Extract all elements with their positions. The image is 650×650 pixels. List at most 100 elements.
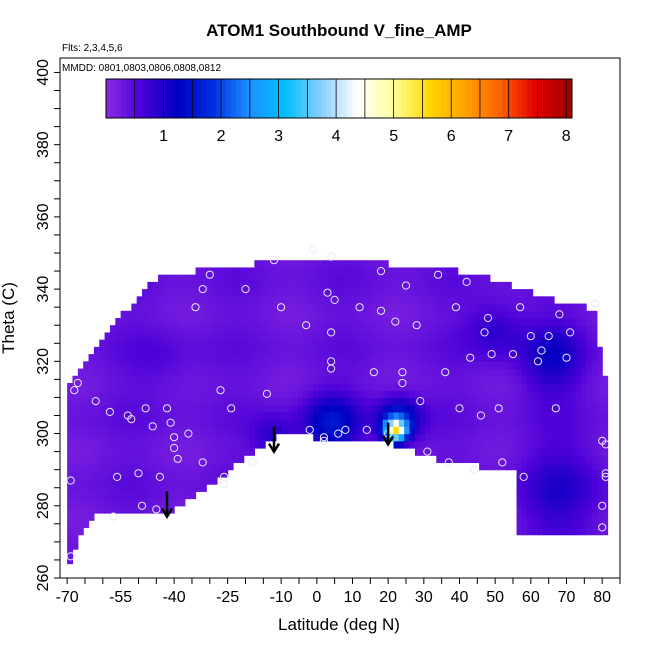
heatmap-cell xyxy=(516,404,523,413)
heatmap-cell xyxy=(447,332,453,341)
heatmap-cell xyxy=(254,404,261,413)
y-tick-label: 300 xyxy=(35,420,52,447)
heatmap-cell xyxy=(297,260,304,269)
heatmap-cell xyxy=(447,325,453,334)
heatmap-cell xyxy=(420,433,427,442)
heatmap-cell xyxy=(125,440,132,449)
heatmap-cell xyxy=(414,267,421,276)
heatmap-cell xyxy=(495,448,502,456)
heatmap-cell xyxy=(249,354,255,362)
heatmap-cell xyxy=(249,419,255,427)
heatmap-cell xyxy=(88,498,95,507)
heatmap-cell xyxy=(83,419,90,427)
heatmap-cell xyxy=(548,505,555,514)
heatmap-cell xyxy=(195,267,202,276)
heatmap-cell xyxy=(436,361,443,370)
heatmap-cell xyxy=(420,426,427,435)
heatmap-cell xyxy=(505,462,512,471)
heatmap-cell xyxy=(307,368,314,377)
heatmap-cell xyxy=(109,440,116,449)
heatmap-cell xyxy=(147,303,154,312)
heatmap-cell xyxy=(99,448,106,456)
y-tick-label: 340 xyxy=(35,276,52,303)
heatmap-cell xyxy=(356,411,362,420)
observation-point xyxy=(555,310,564,319)
heatmap-cell xyxy=(591,426,598,435)
heatmap-cell xyxy=(409,383,416,391)
heatmap-cell xyxy=(564,462,571,471)
heatmap-cell xyxy=(249,281,255,290)
observation-point xyxy=(476,411,485,420)
heatmap-cell xyxy=(329,383,336,391)
heatmap-cell xyxy=(265,260,272,269)
heatmap-cell xyxy=(457,281,464,290)
heatmap-cell xyxy=(489,448,496,456)
heatmap-cell xyxy=(548,433,555,442)
heatmap-cell xyxy=(211,404,218,413)
heatmap-cell xyxy=(414,368,421,377)
heatmap-cell xyxy=(425,375,432,384)
heatmap-cell xyxy=(543,498,550,507)
heatmap-cell xyxy=(398,325,405,334)
heatmap-cell xyxy=(372,260,379,269)
heatmap-cell xyxy=(115,354,122,362)
heatmap-cell xyxy=(521,491,528,500)
heatmap-cell xyxy=(548,325,555,334)
heatmap-cell xyxy=(249,390,255,399)
heatmap-cell xyxy=(147,484,154,492)
heatmap-cell xyxy=(104,484,111,492)
heatmap-cell xyxy=(265,332,272,341)
heatmap-cell xyxy=(131,346,138,355)
heatmap-cell xyxy=(88,433,95,442)
heatmap-cell xyxy=(409,411,416,420)
heatmap-cell xyxy=(67,513,74,521)
heatmap-cell xyxy=(88,484,95,492)
heatmap-cell xyxy=(366,433,373,442)
heatmap-cell xyxy=(564,303,571,312)
heatmap-cell xyxy=(463,411,470,420)
heatmap-cell xyxy=(318,390,325,399)
heatmap-cell xyxy=(554,318,560,326)
heatmap-cell xyxy=(195,448,202,456)
heatmap-cell xyxy=(436,339,443,348)
heatmap-cell xyxy=(537,484,544,492)
heatmap-cell xyxy=(216,274,223,283)
heatmap-cell xyxy=(554,325,560,334)
heatmap-cell xyxy=(158,491,165,500)
colorbar-swatch xyxy=(326,79,332,118)
heatmap-cell xyxy=(420,397,427,406)
heatmap-cell xyxy=(222,310,229,319)
observation-point xyxy=(601,472,610,481)
heatmap-cell xyxy=(249,289,255,297)
heatmap-cell xyxy=(168,462,175,471)
heatmap-cell xyxy=(532,339,539,348)
heatmap-cell xyxy=(184,274,191,283)
heatmap-cell xyxy=(505,303,512,312)
heatmap-cell xyxy=(543,368,550,377)
heatmap-cell xyxy=(511,383,518,391)
heatmap-cell xyxy=(174,469,181,478)
heatmap-cell xyxy=(404,346,411,355)
heatmap-cell xyxy=(495,383,502,391)
heatmap-cell xyxy=(302,339,309,348)
observation-point xyxy=(544,332,553,341)
heatmap-cell xyxy=(559,318,566,326)
heatmap-cell xyxy=(334,260,341,269)
heatmap-cell xyxy=(195,318,202,326)
heatmap-cell xyxy=(532,310,539,319)
heatmap-cell xyxy=(249,325,255,334)
heatmap-cell xyxy=(275,267,282,276)
heatmap-cell xyxy=(414,332,421,341)
heatmap-cell xyxy=(291,361,298,370)
heatmap-cell xyxy=(495,433,502,442)
heatmap-cell xyxy=(586,310,593,319)
heatmap-cell xyxy=(356,397,362,406)
heatmap-cell xyxy=(441,332,448,341)
heatmap-cell xyxy=(120,354,127,362)
heatmap-cell xyxy=(564,455,571,464)
heatmap-cell xyxy=(109,505,116,514)
heatmap-cell xyxy=(372,397,379,406)
heatmap-cell xyxy=(570,440,577,449)
heatmap-cell xyxy=(366,404,373,413)
heatmap-cell xyxy=(516,289,523,297)
